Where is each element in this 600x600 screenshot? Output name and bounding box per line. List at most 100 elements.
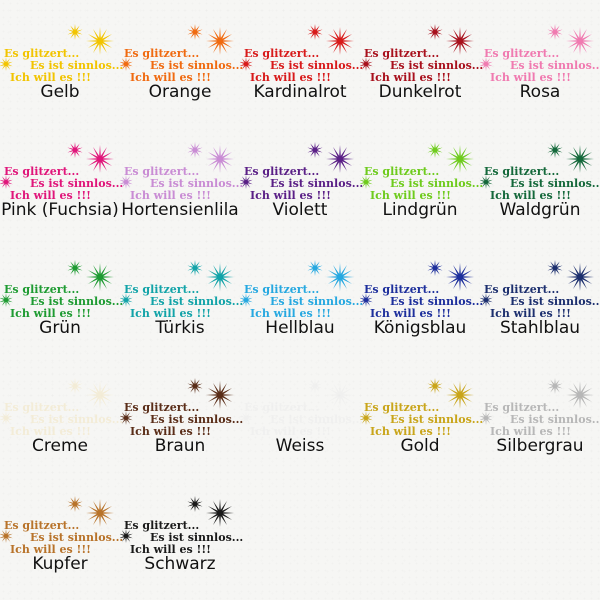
decal-text-line: Es ist sinnlos...	[270, 295, 364, 308]
star-icon	[360, 411, 373, 425]
star-icon	[480, 175, 493, 189]
star-icon	[307, 24, 323, 40]
decal-text-line: Ich will es !!!	[10, 307, 92, 320]
star-icon	[566, 263, 594, 291]
decal-preview: Es glitzert... Es ist sinnlos... Ich will …	[0, 258, 124, 320]
sparkle-stars-icon	[240, 378, 354, 425]
star-icon	[307, 260, 323, 276]
star-icon	[0, 175, 13, 189]
decal-preview: Es glitzert... Es ist sinnlos... Ich will …	[240, 140, 363, 202]
sparkle-stars-icon	[0, 24, 114, 71]
decal-text-line: Es glitzert...	[4, 165, 80, 178]
decal-text-line: Es glitzert...	[4, 401, 80, 414]
color-swatch: Es glitzert... Es ist sinnlos... Ich will …	[0, 236, 124, 356]
sparkle-stars-icon	[120, 24, 234, 71]
color-name-label: Gold	[400, 436, 440, 456]
decal-text-line: Ich will es !!!	[10, 189, 92, 202]
star-icon	[206, 145, 234, 173]
color-name-label: Creme	[32, 436, 88, 456]
decal-text-line: Es glitzert...	[244, 401, 320, 414]
color-swatch: Es glitzert... Es ist sinnlos... Ich will …	[120, 472, 243, 592]
decal-text-line: Es ist sinnlos...	[30, 295, 124, 308]
color-swatch: Es glitzert... Es ist sinnlos... Ich will …	[480, 354, 600, 474]
decal-text-line: Es glitzert...	[364, 47, 440, 60]
decal-text-line: Ich will es !!!	[130, 189, 212, 202]
star-icon	[120, 411, 133, 425]
sparkle-stars-icon	[120, 142, 234, 189]
sparkle-stars-icon	[0, 496, 114, 543]
star-icon	[326, 145, 354, 173]
color-swatch: Es glitzert... Es ist sinnlos... Ich will …	[120, 236, 243, 356]
star-icon	[120, 529, 133, 543]
decal-text-line: Es glitzert...	[484, 165, 560, 178]
decal-text-line: Es glitzert...	[364, 165, 440, 178]
decal-text-line: Es glitzert...	[244, 283, 320, 296]
decal-text-line: Ich will es !!!	[490, 307, 572, 320]
color-name-label: Hortensienlila	[121, 200, 239, 220]
decal-text-line: Es ist sinnlos...	[150, 177, 244, 190]
star-icon	[566, 381, 594, 409]
decal-text-line: Ich will es !!!	[490, 425, 572, 438]
color-name-label: Weiss	[275, 436, 325, 456]
star-icon	[480, 293, 493, 307]
color-swatch: Es glitzert... Es ist sinnlos... Ich will …	[360, 354, 483, 474]
color-swatch: Es glitzert... Es ist sinnlos... Ich will …	[360, 236, 483, 356]
decal-text-line: Es glitzert...	[4, 519, 80, 532]
sparkle-stars-icon	[360, 24, 474, 71]
sparkle-stars-icon	[360, 260, 474, 307]
color-swatch: Es glitzert... Es ist sinnlos... Ich will …	[120, 0, 243, 120]
decal-preview: Es glitzert... Es ist sinnlos... Ich will …	[480, 376, 600, 438]
sparkle-stars-icon	[0, 378, 114, 425]
decal-text-line: Es glitzert...	[364, 283, 440, 296]
star-icon	[187, 496, 203, 512]
color-swatch: Es glitzert... Es ist sinnlos... Ich will …	[360, 0, 483, 120]
color-name-label: Stahlblau	[499, 318, 581, 338]
color-swatch: Es glitzert... Es ist sinnlos... Ich will …	[360, 118, 483, 238]
sparkle-stars-icon	[480, 378, 594, 425]
decal-text-line: Ich will es !!!	[250, 71, 332, 84]
decal-text-line: Es glitzert...	[364, 401, 440, 414]
decal-preview: Es glitzert... Es ist sinnlos... Ich will …	[120, 376, 244, 438]
decal-text-line: Es ist sinnlos...	[510, 413, 600, 426]
decal-text-line: Ich will es !!!	[10, 71, 92, 84]
decal-text-line: Es glitzert...	[124, 165, 200, 178]
star-icon	[566, 27, 594, 55]
color-swatch: Es glitzert... Es ist sinnlos... Ich will …	[120, 118, 244, 238]
star-icon	[120, 293, 133, 307]
decal-text-line: Es glitzert...	[124, 283, 200, 296]
color-name-label: Türkis	[155, 318, 205, 338]
star-icon	[427, 378, 443, 394]
color-swatch: Es glitzert... Es ist sinnlos... Ich will …	[0, 118, 123, 238]
star-icon	[86, 499, 114, 527]
star-icon	[206, 27, 234, 55]
color-swatch: Es glitzert... Es ist sinnlos... Ich will …	[120, 354, 244, 474]
star-icon	[86, 381, 114, 409]
color-name-label: Dunkelrot	[378, 82, 462, 102]
star-icon	[547, 24, 563, 40]
decal-text-line: Es ist sinnlos...	[150, 413, 244, 426]
decal-preview: Es glitzert... Es ist sinnlos... Ich will …	[0, 494, 123, 556]
decal-text-line: Ich will es !!!	[10, 543, 92, 556]
color-name-label: Rosa	[519, 82, 561, 102]
star-icon	[326, 381, 354, 409]
decal-text-line: Es glitzert...	[484, 401, 560, 414]
decal-text-line: Ich will es !!!	[250, 425, 332, 438]
decal-preview: Es glitzert... Es ist sinnlos... Ich will …	[120, 258, 243, 320]
color-name-label: Gelb	[40, 82, 80, 102]
decal-preview: Es glitzert... Es ist sinnlos... Ich will …	[0, 376, 123, 438]
star-icon	[446, 145, 474, 173]
decal-text-line: Es glitzert...	[4, 283, 80, 296]
decal-text-line: Ich will es !!!	[490, 189, 572, 202]
color-name-label: Hellblau	[265, 318, 335, 338]
sparkle-stars-icon	[480, 24, 594, 71]
decal-preview: Es glitzert... Es ist sinnlos... Ich will …	[360, 376, 483, 438]
star-icon	[86, 145, 114, 173]
color-swatch: Es glitzert... Es ist sinnlos... Ich will …	[240, 0, 364, 120]
decal-preview: Es glitzert... Es ist sinnlos... Ich will …	[120, 140, 244, 202]
decal-preview: Es glitzert... Es ist sinnlos... Ich will …	[360, 258, 483, 320]
color-swatch: Es glitzert... Es ist sinnlos... Ich will …	[0, 354, 123, 474]
color-name-label: Orange	[148, 82, 212, 102]
decal-text-line: Es ist sinnlos...	[270, 59, 364, 72]
decal-text-line: Es glitzert...	[124, 47, 200, 60]
